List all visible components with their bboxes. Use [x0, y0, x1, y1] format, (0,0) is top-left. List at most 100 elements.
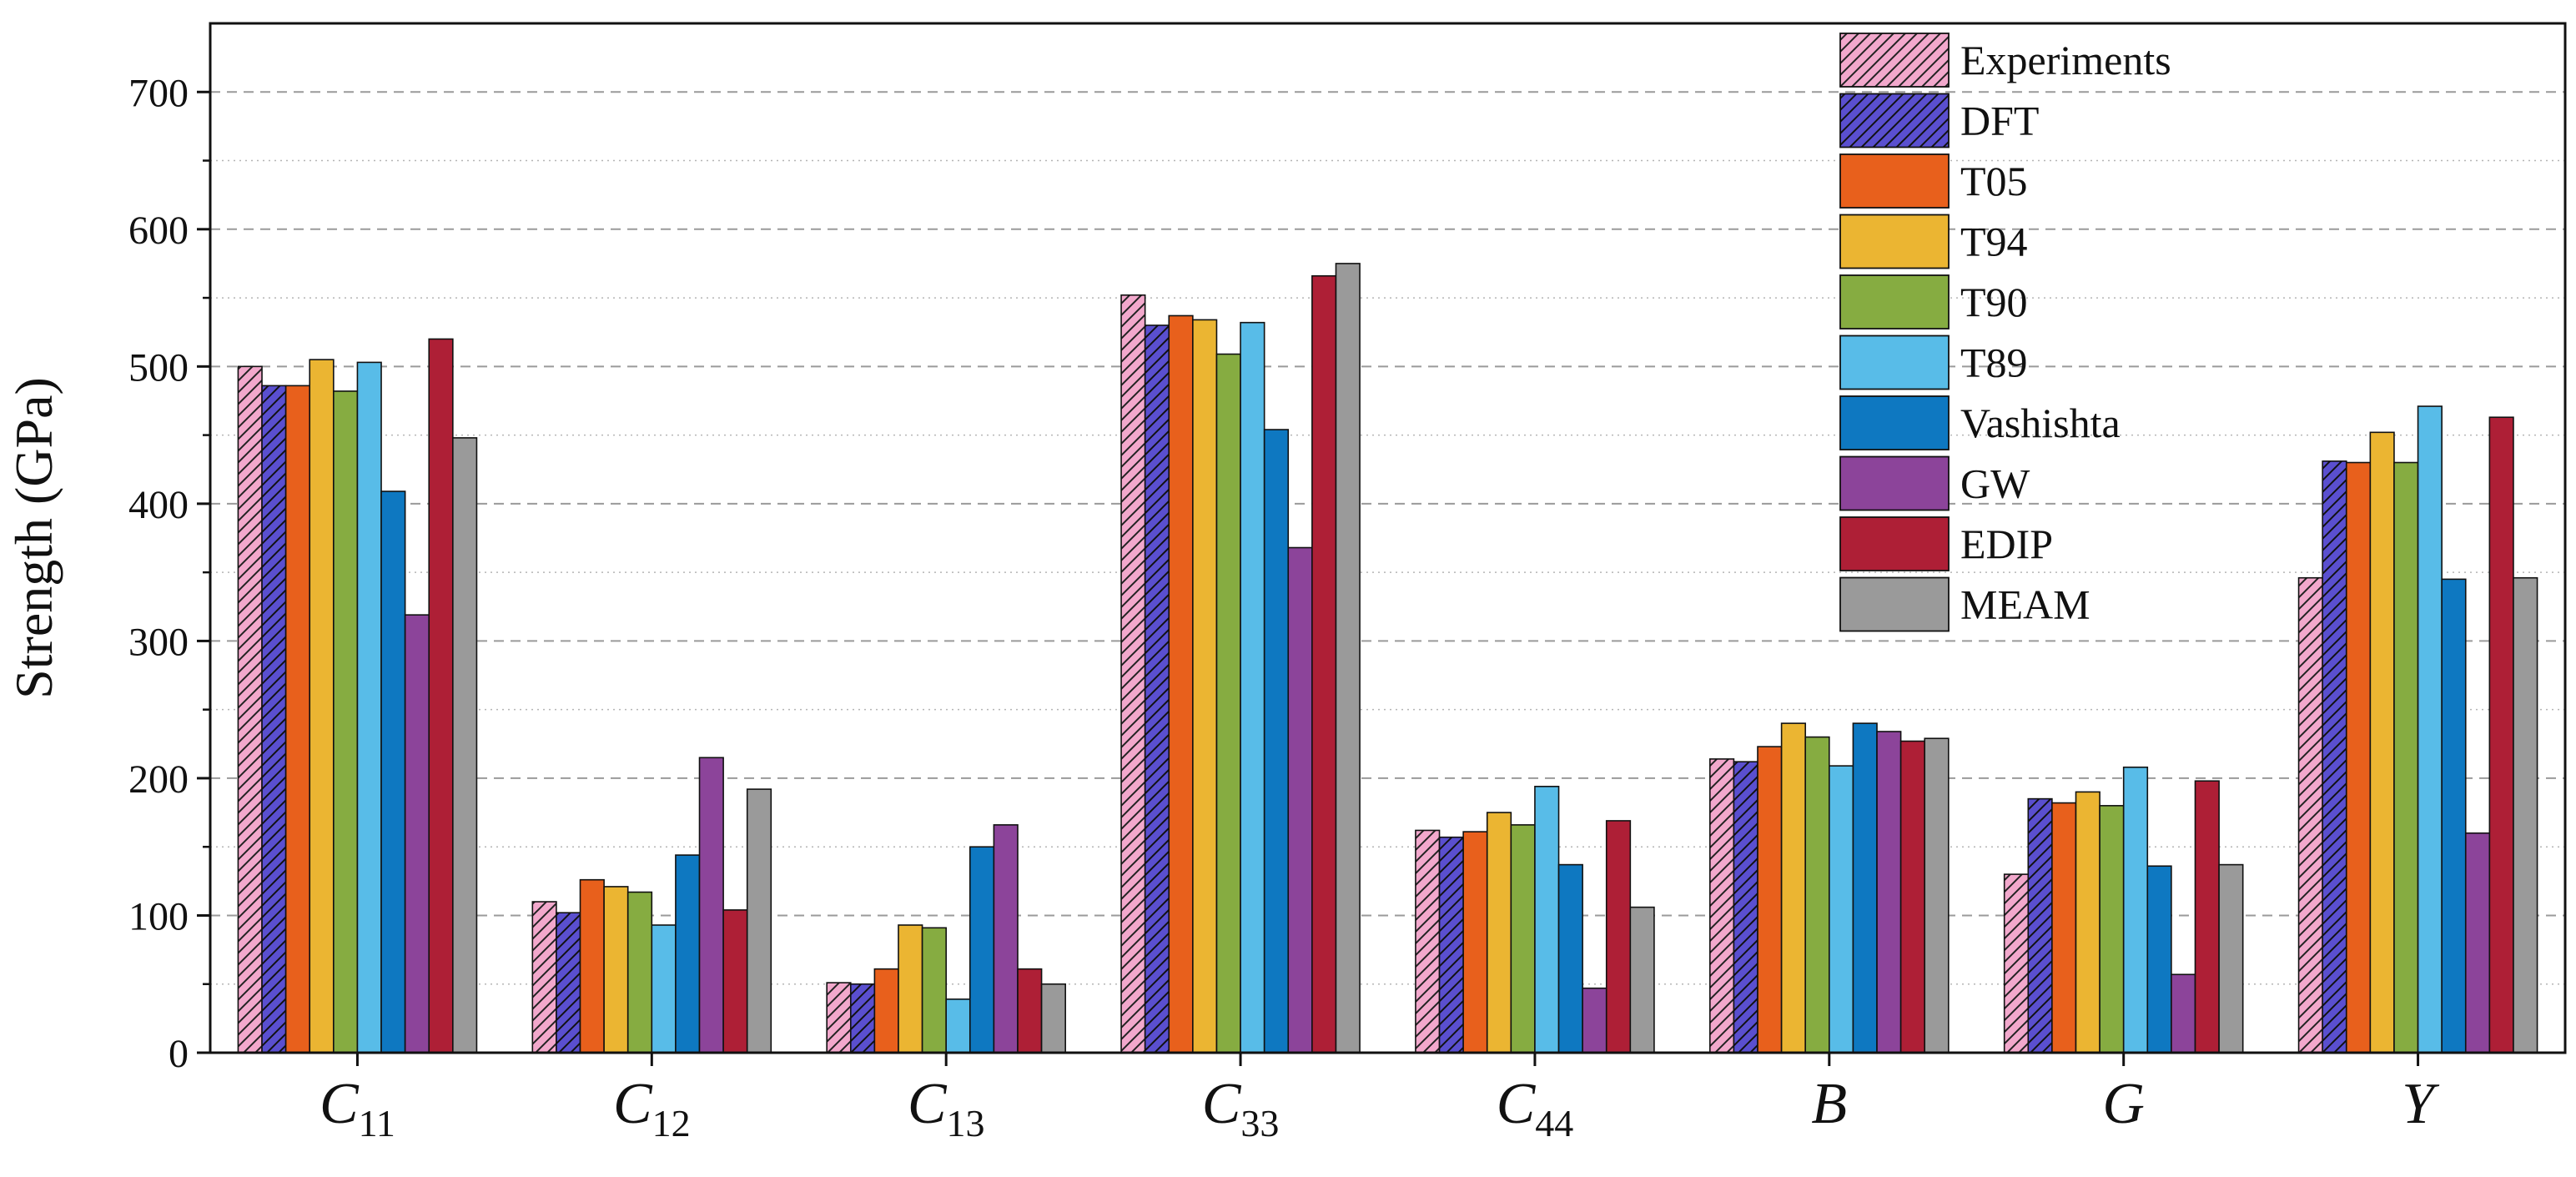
- bar-experiments-2: [826, 982, 852, 1054]
- bar-t89-0: [356, 361, 382, 1054]
- bar-experiments-1: [531, 901, 557, 1054]
- bar-t05-2: [873, 968, 899, 1054]
- x-tick-label: C13: [908, 1072, 985, 1144]
- y-tick-label: 0: [169, 1032, 189, 1076]
- bar-t94-4: [1486, 812, 1512, 1054]
- bar-vashishta-5: [1852, 722, 1878, 1054]
- x-tick-label-subscript: 12: [652, 1102, 691, 1144]
- bar-t94-3: [1192, 319, 1218, 1054]
- legend-label-dft: DFT: [1960, 98, 2039, 144]
- bar-meam-1: [746, 788, 772, 1054]
- bar-t94-7: [2369, 431, 2395, 1054]
- x-tick-label-subscript: 11: [359, 1102, 395, 1144]
- x-tick-label-subscript: 44: [1535, 1102, 1573, 1144]
- bar-vashishta-4: [1557, 863, 1583, 1054]
- bar-gw-3: [1287, 546, 1313, 1054]
- y-axis-title: Strength (GPa): [4, 377, 63, 699]
- bar-dft-1: [556, 912, 581, 1054]
- grid-lines: [210, 91, 2565, 985]
- legend-swatch-t05: [1839, 153, 1950, 209]
- x-tick-label: B: [1811, 1072, 1847, 1136]
- bar-t90-6: [2099, 805, 2125, 1054]
- legend: Experiments DFT T05 T94 T90 T89 Vashishta GW EDI…: [1839, 33, 2171, 632]
- bar-edip-5: [1899, 740, 1926, 1054]
- legend-swatch-gw: [1839, 455, 1950, 511]
- bar-edip-6: [2194, 780, 2220, 1054]
- plot-area-frame: [209, 22, 2567, 1054]
- bar-dft-0: [261, 385, 287, 1054]
- bar-t94-6: [2075, 791, 2101, 1054]
- bar-t05-7: [2345, 461, 2372, 1054]
- bar-t90-0: [333, 390, 359, 1054]
- bar-t90-4: [1510, 824, 1536, 1054]
- bar-meam-2: [1040, 983, 1066, 1054]
- x-tick-label-main: C: [908, 1072, 948, 1136]
- y-tick-label: 400: [128, 483, 189, 527]
- bar-dft-2: [849, 983, 876, 1054]
- bar-vashishta-6: [2146, 865, 2172, 1054]
- bar-meam-0: [452, 437, 478, 1054]
- bar-vashishta-3: [1263, 429, 1290, 1054]
- legend-swatch-edip: [1839, 516, 1950, 571]
- legend-swatch-t94: [1839, 214, 1950, 269]
- bar-experiments-0: [237, 365, 263, 1054]
- legend-label-t90: T90: [1960, 279, 2028, 325]
- legend-label-t05: T05: [1960, 158, 2028, 204]
- bar-t94-0: [309, 359, 335, 1054]
- bar-t05-5: [1757, 746, 1783, 1054]
- bar-vashishta-0: [380, 490, 406, 1054]
- bar-gw-7: [2464, 832, 2491, 1054]
- bar-t90-1: [626, 891, 653, 1054]
- bar-t89-6: [2122, 766, 2149, 1054]
- bar-edip-4: [1605, 820, 1632, 1054]
- bar-gw-5: [1876, 731, 1902, 1054]
- bar-dft-7: [2322, 460, 2347, 1054]
- x-tick-label-main: Y: [2402, 1072, 2440, 1136]
- bar-experiments-5: [1709, 758, 1735, 1054]
- x-tick-label-main: C: [319, 1072, 360, 1136]
- bar-experiments-3: [1120, 294, 1146, 1054]
- bar-edip-3: [1311, 274, 1337, 1054]
- y-tick-label: 300: [128, 620, 189, 664]
- x-tick-label-main: G: [2102, 1072, 2145, 1136]
- y-tick-label: 500: [128, 345, 189, 390]
- x-tick-label: G: [2102, 1072, 2145, 1136]
- bar-edip-1: [722, 909, 748, 1054]
- bar-t90-7: [2393, 461, 2419, 1054]
- bar-meam-5: [1924, 737, 1950, 1054]
- bar-t94-5: [1780, 722, 1807, 1054]
- bar-t05-3: [1168, 314, 1194, 1054]
- legend-label-experiments: Experiments: [1960, 37, 2171, 83]
- bar-vashishta-2: [969, 846, 995, 1054]
- x-tick-label-main: B: [1811, 1072, 1847, 1136]
- bar-gw-0: [404, 614, 430, 1054]
- bar-t89-5: [1829, 765, 1854, 1054]
- legend-swatch-vashishta: [1839, 395, 1950, 450]
- x-tick-label-subscript: 33: [1240, 1102, 1279, 1144]
- legend-swatch-meam: [1839, 576, 1950, 632]
- bar-dft-6: [2027, 797, 2053, 1054]
- bar-t05-6: [2051, 802, 2077, 1054]
- bar-t89-2: [945, 998, 971, 1054]
- bar-t94-2: [898, 924, 923, 1054]
- bar-experiments-6: [2003, 873, 2030, 1054]
- bar-gw-2: [993, 824, 1019, 1054]
- y-tick-label: 100: [128, 894, 189, 938]
- y-tick-label: 700: [128, 71, 189, 115]
- legend-swatch-dft: [1839, 93, 1950, 148]
- legend-label-t94: T94: [1960, 219, 2028, 265]
- x-tick-label-main: C: [1497, 1072, 1537, 1136]
- bar-meam-3: [1335, 263, 1361, 1054]
- bar-edip-2: [1017, 968, 1043, 1054]
- bar-vashishta-1: [675, 854, 701, 1054]
- legend-label-t89: T89: [1960, 340, 2028, 386]
- bar-gw-1: [698, 757, 724, 1054]
- bar-gw-4: [1582, 987, 1607, 1054]
- legend-label-vashishta: Vashishta: [1960, 400, 2121, 446]
- bar-meam-4: [1629, 906, 1655, 1054]
- bar-t89-4: [1534, 786, 1560, 1054]
- bar-t90-3: [1215, 353, 1241, 1054]
- bar-experiments-4: [1415, 829, 1441, 1054]
